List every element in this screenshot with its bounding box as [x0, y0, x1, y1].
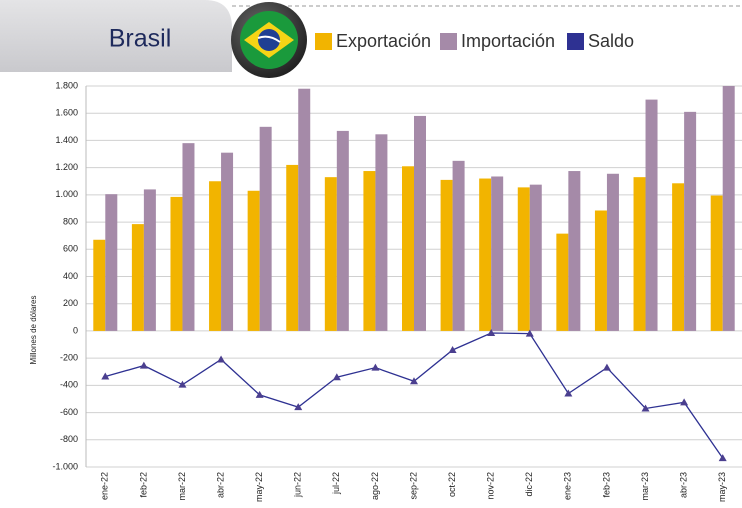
- bar: [556, 233, 569, 331]
- y-tick-label: 200: [63, 298, 78, 308]
- x-tick-label: jul-22: [331, 472, 341, 495]
- bar: [645, 99, 658, 331]
- legend-label: Exportación: [336, 31, 431, 51]
- legend-swatch: [315, 33, 332, 50]
- legend-label: Saldo: [588, 31, 634, 51]
- x-tick-label: abr-23: [678, 472, 688, 498]
- y-axis-label: Millones de dólares: [29, 296, 38, 365]
- title-tab: [0, 0, 232, 72]
- marker: [255, 390, 264, 398]
- bar: [440, 179, 453, 331]
- bar: [93, 239, 106, 331]
- bar: [259, 126, 272, 331]
- bar: [324, 177, 337, 331]
- marker: [332, 373, 341, 381]
- x-tick-label: sep-22: [408, 472, 418, 500]
- x-tick-label: may-22: [254, 472, 264, 502]
- bar: [529, 184, 542, 331]
- y-tick-label: 1.800: [55, 80, 78, 90]
- bar: [672, 183, 685, 331]
- marker: [294, 403, 303, 411]
- marker: [487, 328, 496, 336]
- y-tick-label: 0: [73, 325, 78, 335]
- marker: [371, 363, 380, 371]
- legend-swatch: [440, 33, 457, 50]
- bar: [209, 181, 222, 331]
- marker: [564, 389, 573, 397]
- bar: [298, 88, 311, 331]
- bar: [491, 176, 504, 331]
- y-tick-label: 600: [63, 244, 78, 254]
- y-tick-label: -1.000: [52, 461, 78, 471]
- bar: [363, 171, 376, 331]
- y-tick-label: -600: [60, 407, 78, 417]
- bar: [143, 189, 156, 331]
- marker: [178, 380, 187, 388]
- x-tick-label: jun-22: [293, 472, 303, 498]
- y-tick-label: 400: [63, 271, 78, 281]
- bar: [105, 194, 118, 331]
- marker: [139, 361, 148, 369]
- marker: [525, 329, 534, 337]
- x-tick-label: nov-22: [486, 472, 496, 500]
- bar: [414, 115, 426, 331]
- marker: [641, 404, 650, 412]
- y-tick-label: 1.000: [55, 189, 78, 199]
- bar: [402, 166, 414, 331]
- marker: [680, 398, 689, 406]
- bar: [594, 210, 607, 331]
- bar: [722, 86, 735, 331]
- bar: [633, 177, 646, 331]
- bar: [684, 111, 697, 331]
- marker: [448, 345, 457, 353]
- x-tick-label: oct-22: [447, 472, 457, 497]
- bar: [568, 171, 581, 331]
- legend-swatch: [567, 33, 584, 50]
- bar: [131, 224, 144, 331]
- marker: [602, 363, 611, 371]
- y-tick-label: -400: [60, 380, 78, 390]
- y-tick-label: 800: [63, 216, 78, 226]
- x-tick-label: ago-22: [370, 472, 380, 500]
- x-tick-label: ene-23: [563, 472, 573, 500]
- x-tick-label: may-23: [717, 472, 727, 502]
- bar: [517, 187, 530, 331]
- x-tick-label: feb-22: [138, 472, 148, 498]
- x-tick-label: ene-22: [100, 472, 110, 500]
- marker: [101, 372, 110, 380]
- bar: [452, 160, 465, 331]
- legend-label: Importación: [461, 31, 555, 51]
- bar: [247, 190, 260, 331]
- x-tick-label: dic-22: [524, 472, 534, 497]
- y-tick-label: -800: [60, 434, 78, 444]
- flag-icon: [231, 2, 307, 78]
- x-tick-label: mar-23: [640, 472, 650, 501]
- marker: [410, 377, 418, 385]
- marker: [718, 454, 727, 462]
- y-tick-label: 1.200: [55, 162, 78, 172]
- bar: [182, 143, 195, 331]
- x-tick-label: abr-22: [215, 472, 225, 498]
- x-tick-label: feb-23: [601, 472, 611, 498]
- chart-title: Brasil: [109, 25, 172, 53]
- bar: [710, 195, 723, 331]
- x-tick-label: mar-22: [177, 472, 187, 501]
- y-tick-label: 1.600: [55, 108, 78, 118]
- bar: [375, 134, 388, 331]
- bar: [606, 173, 619, 331]
- y-tick-label: 1.400: [55, 135, 78, 145]
- bar: [479, 178, 492, 331]
- y-tick-label: -200: [60, 353, 78, 363]
- bar: [221, 152, 234, 331]
- bar: [336, 130, 349, 331]
- marker: [217, 355, 226, 363]
- bar: [286, 164, 299, 331]
- bar: [170, 196, 183, 331]
